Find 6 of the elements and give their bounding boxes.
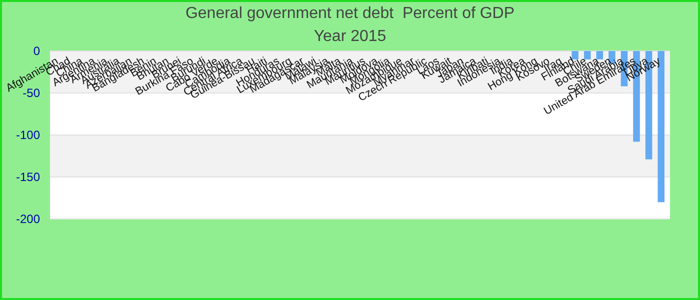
y-tick-label: -100 (16, 128, 40, 142)
y-tick-label: -150 (16, 170, 40, 184)
y-tick-label: 0 (33, 44, 40, 58)
y-tick-label: -200 (16, 212, 40, 226)
chart-subtitle: Year 2015 (314, 28, 386, 45)
chart-title: General government net debt Percent of GDP (185, 5, 515, 22)
